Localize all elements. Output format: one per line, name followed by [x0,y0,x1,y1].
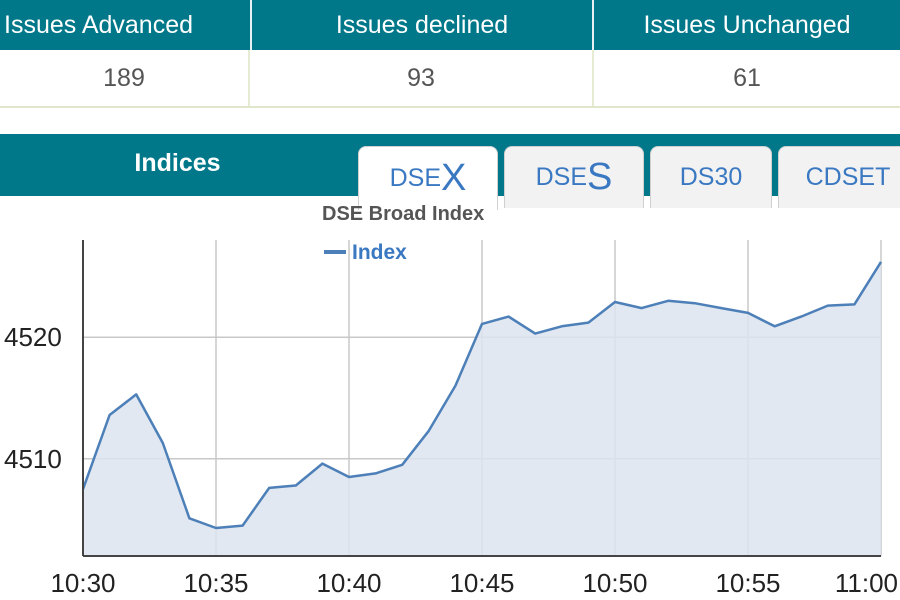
data-point [747,311,750,314]
chart-title: DSE Broad Index [322,203,484,225]
data-point [826,304,829,307]
data-point [534,332,537,335]
data-point [374,472,377,475]
data-point [108,414,111,417]
data-point [401,463,404,466]
tab-dses-suffix: S [587,156,613,198]
data-point [481,322,484,325]
data-point [773,325,776,328]
data-point [720,307,723,310]
data-point [82,488,85,491]
index-area [83,261,881,556]
issues-unchanged-value: 61 [733,63,761,92]
issues-unchanged-header: Issues Unchanged [643,10,851,39]
data-point [321,462,324,465]
x-tick-label: 10:40 [316,568,381,598]
stats-value-row: 189 93 61 [0,50,900,108]
data-point [853,303,856,306]
y-tick-label: 4520 [4,322,62,352]
data-point [161,441,164,444]
indices-title: Indices [134,148,221,177]
tab-ds30[interactable]: DS30 [650,146,772,208]
data-point [693,302,696,305]
x-tick-label: 10:30 [50,568,115,598]
tab-dses[interactable]: DSE S [504,146,644,208]
data-point [640,307,643,310]
issues-stats-table: Issues Advanced Issues declined Issues U… [0,0,900,108]
tab-dses-prefix: DSE [535,163,588,191]
data-point [427,429,430,432]
index-chart: 10:30 10:35 10:40 10:45 10:50 10:55 11:00 4510 4… [4,203,898,598]
x-tick-label: 10:45 [449,568,514,598]
data-point [188,517,191,520]
data-point [880,260,883,263]
issues-declined-value: 93 [250,50,594,106]
x-tick-label: 10:35 [183,568,248,598]
data-point [507,315,510,318]
stats-header-row: Issues Advanced Issues declined Issues U… [0,0,900,50]
data-point [348,476,351,479]
chart-ticks: 10:30 10:35 10:40 10:45 10:50 10:55 11:00 4510 4… [4,322,898,598]
x-tick-label: 10:55 [715,568,780,598]
data-point [800,315,803,318]
data-point [587,321,590,324]
data-point [560,325,563,328]
data-point [667,299,670,302]
x-tick-label: 11:00 [835,568,898,598]
tab-dsex[interactable]: DSE X [358,146,498,210]
data-point [241,524,244,527]
tab-dsex-suffix: X [441,157,467,199]
data-point [614,300,617,303]
data-point [268,486,271,489]
legend-label: Index [352,241,407,264]
issues-advanced-value: 189 [0,50,250,106]
data-point [454,384,457,387]
data-point [135,393,138,396]
data-point [294,484,297,487]
y-tick-label: 4510 [4,444,62,474]
tab-cdset[interactable]: CDSET [778,146,900,208]
index-line [81,261,883,530]
issues-advanced-header: Issues Advanced [0,0,252,50]
tab-dsex-prefix: DSE [389,164,442,192]
data-point [215,527,218,530]
issues-declined-header: Issues declined [252,0,594,50]
x-tick-label: 10:50 [582,568,647,598]
